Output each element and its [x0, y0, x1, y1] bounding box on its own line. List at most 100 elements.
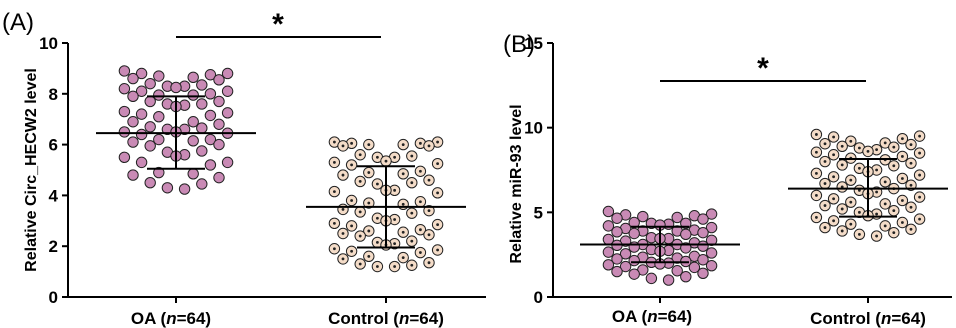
data-point-center: [401, 256, 405, 260]
category-label-oa-b: OA (n=64): [612, 307, 692, 326]
data-point: [118, 151, 131, 164]
data-point-center: [815, 150, 818, 154]
category-label-control-a: Control (n=64): [328, 309, 444, 328]
data-point-center: [367, 171, 371, 174]
data-point-center: [367, 201, 371, 205]
data-point-center: [823, 142, 827, 146]
data-point-center: [875, 212, 878, 216]
data-point: [705, 221, 718, 234]
data-point-center: [419, 228, 422, 232]
data-point: [213, 74, 225, 86]
data-point-center: [875, 234, 878, 238]
data-point-center: [419, 169, 422, 173]
data-point: [127, 72, 139, 85]
data-point-center: [401, 172, 405, 176]
data-points-a: [118, 65, 444, 273]
data-point-center: [892, 231, 896, 235]
data-point: [127, 90, 139, 103]
data-point-center: [918, 173, 921, 177]
data-point-center: [892, 164, 896, 168]
data-point: [628, 241, 640, 253]
data-point-center: [866, 149, 870, 153]
data-point: [187, 135, 199, 147]
data-point: [213, 95, 225, 108]
panel-label-a: (A): [2, 9, 34, 36]
data-point: [127, 116, 139, 128]
data-point: [187, 168, 199, 180]
y-axis-title-b: Relative miR-93 level: [508, 104, 525, 263]
data-point: [196, 122, 208, 134]
data-point: [196, 79, 208, 91]
data-point: [705, 208, 718, 220]
data-point: [178, 183, 191, 195]
data-point: [153, 133, 165, 146]
data-point-center: [909, 205, 913, 209]
data-point: [221, 67, 234, 80]
data-point-center: [393, 265, 396, 268]
data-point: [127, 136, 139, 148]
data-point-center: [341, 207, 345, 211]
significance-star-b: *: [757, 52, 769, 85]
data-point-center: [832, 153, 835, 157]
y-tick-label: 15: [524, 34, 543, 53]
data-point-center: [393, 155, 396, 159]
data-point: [602, 220, 615, 232]
data-point: [221, 107, 234, 119]
data-point-center: [350, 163, 353, 167]
data-point-center: [875, 148, 878, 152]
data-point-center: [436, 223, 439, 227]
data-point-center: [909, 143, 913, 147]
data-point-center: [350, 141, 353, 145]
data-point-center: [410, 263, 414, 267]
data-point-center: [350, 199, 353, 202]
data-point-center: [832, 175, 835, 179]
y-tick-label: 5: [534, 203, 543, 222]
data-point-center: [823, 182, 827, 185]
data-point: [637, 210, 649, 223]
data-point-center: [823, 204, 827, 207]
data-point: [204, 159, 217, 171]
data-point-center: [909, 161, 913, 165]
data-point-center: [427, 178, 431, 182]
y-tick-label: 4: [49, 186, 59, 205]
data-point: [213, 171, 225, 184]
data-point: [619, 248, 632, 260]
data-point: [127, 169, 139, 181]
data-point-center: [883, 202, 887, 206]
data-point-center: [341, 232, 345, 235]
data-point: [135, 128, 148, 141]
data-point: [187, 71, 199, 83]
data-point-center: [419, 200, 422, 204]
data-point-center: [436, 191, 439, 195]
data-point: [204, 133, 217, 146]
data-point-center: [333, 160, 336, 164]
data-point-center: [341, 173, 345, 177]
y-tick-label: 10: [39, 34, 58, 53]
data-point: [705, 247, 718, 259]
data-point: [213, 138, 225, 151]
data-point-center: [410, 181, 414, 185]
data-point: [671, 265, 683, 277]
data-point-center: [333, 247, 336, 251]
data-point-center: [840, 207, 844, 211]
data-point-center: [376, 265, 379, 268]
data-point: [118, 126, 131, 138]
data-point: [697, 240, 709, 252]
data-point-center: [849, 178, 853, 182]
data-point-center: [427, 144, 431, 148]
panel-b: (B) Relative miR-93 level 0 5 10 15 * OA (n…: [503, 31, 952, 328]
y-ticks-b: 0 5 10 15: [524, 34, 553, 307]
data-point-center: [376, 216, 379, 220]
data-point-center: [901, 177, 904, 180]
data-point-center: [858, 210, 861, 214]
data-point-center: [875, 168, 878, 172]
data-point-center: [901, 137, 904, 141]
data-point: [602, 259, 615, 271]
data-point-center: [393, 188, 396, 192]
data-point-center: [401, 230, 405, 234]
mean-sd-bars-b: [580, 157, 948, 264]
y-axis-title-a: Relative Circ_HECW2 level: [23, 68, 40, 272]
data-point-center: [849, 222, 853, 226]
